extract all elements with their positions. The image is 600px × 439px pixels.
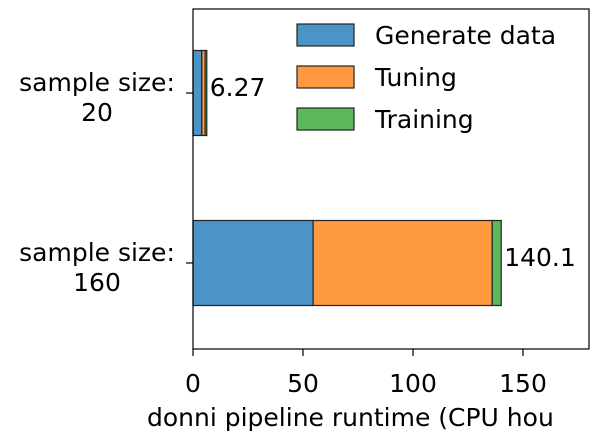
legend-swatch <box>296 65 355 89</box>
legend-swatch <box>296 107 355 131</box>
total-label: 6.27 <box>210 73 266 102</box>
legend-swatch <box>296 23 355 47</box>
x-tick-label: 150 <box>499 369 547 398</box>
legend-label: Generate data <box>375 21 556 50</box>
total-labels: 6.27 140.1 <box>210 73 576 272</box>
x-tick-label: 0 <box>185 369 201 398</box>
plot-frame <box>192 8 590 350</box>
x-axis: 0 50 100 150 <box>185 349 547 398</box>
legend: Generate data Tuning Training <box>296 21 556 134</box>
x-tick-label: 50 <box>287 369 319 398</box>
total-label: 140.1 <box>504 243 576 272</box>
bars-layer <box>192 49 502 307</box>
bar-tuning-1 <box>312 219 493 307</box>
bar-generate-data-0 <box>192 49 203 137</box>
y-tick-label: sample size: 20 <box>19 68 175 127</box>
bar-training-0 <box>204 49 208 137</box>
legend-label: Tuning <box>374 63 457 92</box>
bar-training-1 <box>491 219 502 307</box>
x-axis-label: donni pipeline runtime (CPU hou <box>147 403 554 432</box>
y-axis: sample size: 20 sample size: 160 <box>19 68 193 297</box>
y-tick-label: sample size: 160 <box>19 238 175 297</box>
bar-generate-data-1 <box>192 219 314 307</box>
legend-label: Training <box>374 105 474 134</box>
x-tick-label: 100 <box>389 369 437 398</box>
